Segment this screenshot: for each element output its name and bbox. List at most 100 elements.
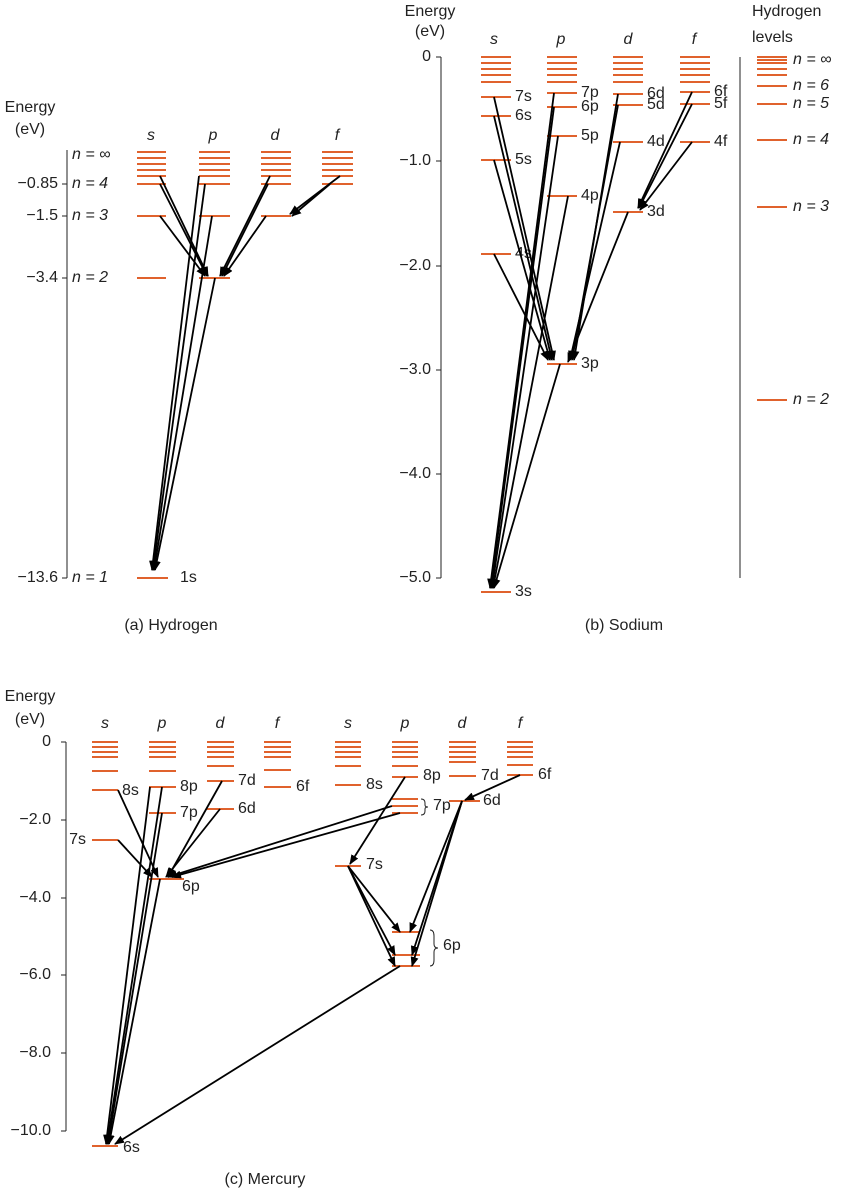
transition-arrow — [409, 800, 463, 933]
label: 6f — [296, 778, 310, 795]
transition-arrow — [159, 215, 206, 277]
label: 7p — [433, 797, 451, 814]
transition-arrow — [171, 812, 401, 879]
label: s — [101, 715, 109, 732]
label: (c) Mercury — [225, 1171, 306, 1188]
transition-arrow — [219, 175, 271, 277]
label: −4.0 — [399, 465, 431, 482]
label: f — [275, 715, 281, 732]
label: 0 — [422, 48, 431, 65]
label: −3.0 — [399, 361, 431, 378]
label: 7p — [180, 804, 198, 821]
transition-arrow — [103, 786, 151, 1145]
label: s — [147, 127, 155, 144]
label: 8s — [366, 776, 383, 793]
transition-arrow — [289, 175, 341, 215]
transition-arrow — [637, 91, 693, 209]
label: 1s — [180, 569, 197, 586]
label: f — [518, 715, 524, 732]
label: p — [400, 715, 410, 732]
transition-arrow — [159, 175, 209, 277]
label: 6p — [182, 878, 200, 895]
label: p — [556, 31, 566, 48]
label: 6f — [538, 766, 552, 783]
transition-arrow — [493, 253, 549, 361]
transition-arrow — [167, 805, 393, 879]
transition-arrow — [347, 865, 401, 933]
transition-arrow — [152, 277, 216, 571]
label: (b) Sodium — [585, 617, 663, 634]
transition-arrow — [151, 215, 213, 571]
transition-arrow — [493, 96, 556, 361]
transition-arrow — [493, 115, 554, 361]
label: 4d — [647, 133, 665, 150]
transition-arrow — [114, 965, 401, 1145]
label: −2.0 — [399, 257, 431, 274]
transition-arrow — [349, 776, 406, 865]
label: 6d — [647, 85, 665, 102]
label: 3s — [515, 583, 532, 600]
label: −13.6 — [18, 569, 59, 586]
label: 6s — [123, 1139, 140, 1156]
label: 5p — [581, 127, 599, 144]
label: 7s — [69, 831, 86, 848]
label: 6s — [515, 107, 532, 124]
transition-arrow — [117, 789, 159, 878]
label: 5d — [647, 96, 665, 113]
label: 4f — [714, 133, 728, 150]
transition-arrow — [488, 106, 555, 589]
label: n = ∞ — [793, 51, 832, 68]
label: −10.0 — [11, 1122, 52, 1139]
transition-arrow — [638, 103, 693, 209]
transition-arrow — [567, 211, 629, 363]
label: f — [692, 31, 698, 48]
transition-arrow — [492, 363, 561, 589]
label: s — [490, 31, 498, 48]
label: 6d — [483, 792, 501, 809]
transition-arrow — [464, 774, 521, 801]
label: −2.0 — [19, 811, 51, 828]
label: 3p — [581, 355, 599, 372]
transition-arrow — [639, 141, 693, 211]
label: 5s — [515, 151, 532, 168]
label: 4p — [581, 187, 599, 204]
label: (eV) — [415, 23, 445, 40]
label: levels — [752, 29, 793, 46]
label: n = 2 — [793, 391, 829, 408]
label: (eV) — [15, 121, 45, 138]
label: 7d — [238, 772, 256, 789]
transition-arrow — [104, 786, 163, 1145]
label: −8.0 — [19, 1044, 51, 1061]
label: n = 4 — [793, 131, 829, 148]
transition-arrow — [167, 780, 223, 878]
label: Hydrogen — [752, 3, 821, 20]
label: −1.0 — [399, 152, 431, 169]
label: 7p — [581, 84, 599, 101]
transition-arrow — [117, 839, 153, 878]
label: s — [344, 715, 352, 732]
transition-arrow — [493, 159, 552, 361]
label: −1.5 — [26, 207, 58, 224]
transition-arrow — [223, 215, 267, 277]
transition-arrow — [410, 800, 463, 967]
label: Energy — [5, 99, 56, 116]
label: d — [271, 127, 281, 144]
label: n = 5 — [793, 95, 829, 112]
transition-arrow — [489, 135, 559, 589]
label: 6d — [238, 800, 256, 817]
label: 6p — [443, 937, 461, 954]
transition-arrow — [568, 141, 621, 361]
label: Energy — [5, 688, 56, 705]
bracket — [420, 798, 429, 816]
label: 7s — [515, 88, 532, 105]
label: d — [458, 715, 468, 732]
label: 3d — [647, 203, 665, 220]
label: −5.0 — [399, 569, 431, 586]
transition-arrow — [150, 183, 206, 571]
label: 8p — [423, 767, 441, 784]
label: (a) Hydrogen — [124, 617, 217, 634]
bracket — [429, 929, 439, 967]
label: n = 6 — [793, 77, 829, 94]
transition-arrow — [106, 878, 161, 1145]
